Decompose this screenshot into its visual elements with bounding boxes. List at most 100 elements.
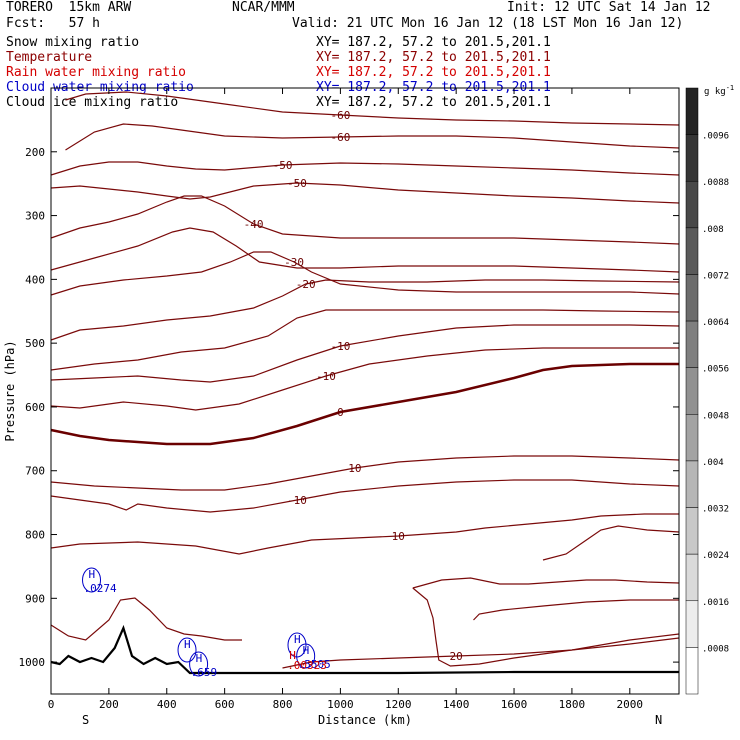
colorbar-segment (685, 274, 699, 322)
x-tick-label: 1400 (443, 698, 470, 711)
cloud-water-max-label: H (303, 644, 310, 657)
cloud-water-contour (82, 567, 102, 593)
colorbar-tick-label: .008 (702, 225, 724, 235)
colorbar-segment (685, 507, 699, 555)
contour-label: -60 (330, 131, 350, 144)
terrain-polyline (50, 624, 679, 675)
terrain-line (50, 624, 679, 675)
contour-label: 20 (450, 650, 463, 663)
colorbar-tick-label: .0016 (702, 598, 729, 608)
cloud-water-max-label: H (196, 652, 203, 665)
contour-label: -20 (296, 278, 316, 291)
x-tick-label: 1000 (327, 698, 354, 711)
cloud-water-max-label: H (294, 633, 301, 646)
y-tick-label: 600 (25, 401, 45, 414)
temperature-contour (50, 347, 679, 411)
rain-water-max-label: H (289, 649, 296, 662)
colorbar-tick-label: .0056 (702, 365, 729, 375)
y-axis-title: Pressure (hPa) (3, 340, 17, 441)
x-tick-label: 2000 (617, 698, 644, 711)
x-end-label-right: N (655, 713, 662, 727)
colorbar-tick-label: .0072 (702, 271, 729, 281)
contour-label: -10 (287, 494, 307, 507)
temperature-contour (50, 455, 680, 491)
temperature-contour (50, 195, 680, 245)
colorbar-segment (685, 600, 699, 648)
y-tick-label: 200 (25, 146, 45, 159)
y-tick-label: 300 (25, 210, 45, 223)
temperature-contour (50, 513, 679, 555)
colorbar-segment (685, 553, 699, 602)
legend-xy: XY= 187.2, 57.2 to 201.5,201.1 (316, 65, 551, 80)
y-tick-label: 1000 (19, 656, 46, 669)
contour-label: 10 (348, 462, 361, 475)
contour-label: -10 (330, 340, 350, 353)
temperature-contour (282, 637, 680, 669)
x-tick-label: 400 (157, 698, 177, 711)
x-tick-label: 1600 (501, 698, 528, 711)
temperature-contour (50, 362, 679, 446)
contour-label: 0 (337, 406, 344, 419)
model-name: TORERO 15km ARW (6, 0, 132, 15)
cloud-water-max-label: H (184, 638, 191, 651)
colorbar-segment (685, 87, 699, 135)
init-time: Init: 12 UTC Sat 14 Jan 12 (507, 0, 711, 15)
temperature-contour (50, 324, 680, 383)
temperature-contour (412, 577, 680, 589)
temperature-contour (50, 309, 680, 371)
colorbar-tick-label: .0032 (702, 505, 729, 515)
cloud-water-max-value: .5505 (298, 658, 331, 671)
legend-label: Rain water mixing ratio (6, 65, 187, 80)
colorbar: .0008 .0016 .0024 .0032 .004 .0048 .0056 .0064.… (685, 87, 729, 695)
colorbar-segment (685, 134, 699, 182)
contour-label: -50 (287, 177, 307, 190)
y-tick-label: 500 (25, 337, 45, 350)
x-tick-label: 800 (273, 698, 293, 711)
colorbar-segment (685, 414, 699, 462)
legend-label: Cloud ice mixing ratio (6, 95, 179, 110)
colorbar-segment (685, 647, 699, 695)
legend-xy: XY= 187.2, 57.2 to 201.5,201.1 (316, 95, 551, 110)
temperature-contour (50, 227, 680, 273)
colorbar-tick-label: .004 (702, 458, 724, 468)
contour-label: -40 (244, 218, 264, 231)
cloud-water-contour (177, 637, 197, 663)
legend-label: Snow mixing ratio (6, 35, 140, 50)
y-tick-label: 700 (25, 465, 45, 478)
valid-time: Valid: 21 UTC Mon 16 Jan 12 (18 LST Mon … (292, 16, 684, 31)
legend-label: Temperature (6, 50, 93, 65)
x-axis-title: Distance (km) (318, 713, 412, 727)
contour-label: -30 (284, 256, 304, 269)
legend-xy: XY= 187.2, 57.2 to 201.5,201.1 (316, 50, 551, 65)
colorbar-segment (685, 460, 699, 508)
colorbar-tick-label: .0024 (702, 551, 729, 561)
cloud-water-contour (189, 651, 209, 677)
x-tick-label: 200 (99, 698, 119, 711)
x-tick-label: 1800 (559, 698, 586, 711)
temperature-contour (65, 123, 680, 151)
y-tick-label: 400 (25, 273, 45, 286)
colorbar-tick-label: .0088 (702, 178, 729, 188)
temperature-contour (50, 182, 680, 204)
colorbar-segment (685, 227, 699, 275)
y-tick-label: 900 (25, 592, 45, 605)
colorbar-tick-label: .0048 (702, 411, 729, 421)
x-end-label-left: S (82, 713, 89, 727)
contour-label: 10 (392, 530, 405, 543)
contour-label: -60 (330, 109, 350, 122)
forecast-hour: Fcst: 57 h (6, 16, 100, 31)
temperature-contour (50, 161, 680, 176)
x-tick-label: 1200 (385, 698, 412, 711)
contour-label: -50 (273, 159, 293, 172)
colorbar-tick-label: .0096 (702, 132, 729, 142)
rain-water-max-value: .00323 (287, 659, 327, 672)
colorbar-segment (685, 320, 699, 368)
x-tick-label: 0 (48, 698, 55, 711)
plot-frame (50, 87, 680, 695)
temperature-contour (50, 597, 242, 641)
temperature-contour (473, 599, 679, 621)
temperature-contour (65, 91, 680, 126)
colorbar-segment (685, 180, 699, 229)
